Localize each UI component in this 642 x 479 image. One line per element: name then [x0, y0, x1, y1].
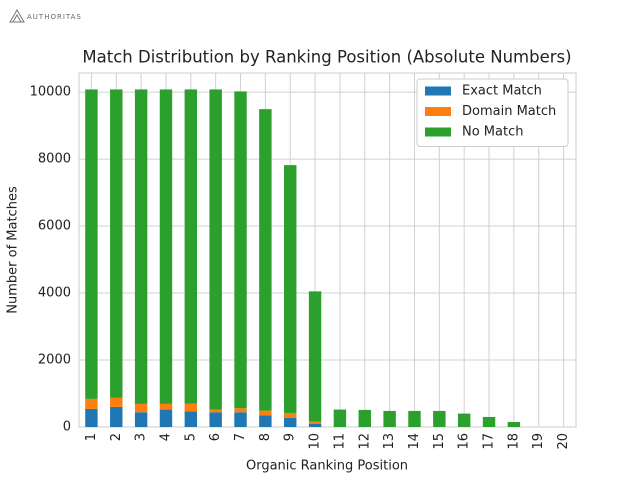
y-tick-label: 8000	[38, 152, 71, 167]
legend: Exact Match Domain Match No Match	[416, 78, 569, 147]
bar-segment	[259, 415, 272, 427]
legend-box	[416, 78, 569, 147]
x-tick-label: 7	[233, 433, 248, 441]
logo: AUTHORITAS	[9, 9, 82, 23]
bar-segment	[184, 89, 198, 404]
x-tick-label: 16	[457, 433, 472, 450]
y-tick-label: 6000	[38, 219, 71, 234]
bar-segment	[85, 408, 98, 427]
legend-label: No Match	[462, 125, 523, 140]
x-axis-label: Organic Ranking Position	[246, 459, 408, 474]
bar-segment	[110, 397, 123, 407]
plot-frame	[78, 72, 577, 428]
bar-segment	[209, 89, 222, 410]
x-tick-label: 3	[134, 433, 149, 441]
bar-segment	[259, 109, 272, 411]
bar-segment	[159, 403, 173, 410]
bar-segment	[308, 423, 322, 427]
bar-segment	[209, 412, 222, 427]
bar-segment	[308, 291, 322, 422]
legend-swatch	[425, 107, 451, 116]
bar-segment	[284, 412, 297, 418]
bar-segment	[507, 421, 521, 427]
bar-segment	[159, 89, 173, 404]
logo-text: AUTHORITAS	[27, 13, 82, 21]
x-tick-label: 20	[556, 433, 571, 450]
bar-segment	[333, 409, 347, 427]
bar-segment	[308, 421, 322, 424]
bar-segment	[159, 409, 173, 427]
legend-label: Exact Match	[462, 84, 542, 99]
x-tick-label: 12	[357, 433, 372, 450]
bar-segment	[284, 165, 297, 413]
bar-segment	[358, 409, 371, 427]
bar-segment	[134, 412, 148, 427]
x-tick-label: 6	[208, 433, 223, 441]
y-tick-label: 2000	[38, 353, 71, 368]
y-axis-label: Number of Matches	[6, 186, 21, 314]
bar-segment	[457, 413, 471, 427]
x-tick-label: 19	[531, 433, 546, 450]
x-tick-label: 17	[482, 433, 497, 450]
bar-segment	[110, 406, 123, 427]
legend-label: Domain Match	[462, 104, 556, 119]
x-tick-label: 14	[407, 433, 422, 450]
bar-segment	[134, 89, 148, 404]
bar-segment	[383, 410, 396, 427]
y-tick-label: 4000	[38, 286, 71, 301]
bar-segment	[259, 410, 272, 416]
legend-swatch	[425, 127, 451, 137]
bar-segment	[482, 416, 496, 427]
x-tick-label: 11	[332, 433, 347, 450]
bar-segment	[234, 408, 247, 413]
x-tick-label: 10	[308, 433, 323, 450]
bar-segment	[284, 417, 297, 427]
x-tick-label: 5	[183, 433, 198, 441]
bar-segment	[134, 403, 148, 413]
bar-segment	[209, 409, 222, 413]
logo-icon	[9, 9, 25, 23]
chart-title: Match Distribution by Ranking Position (…	[82, 48, 571, 67]
bar-segment	[85, 89, 98, 399]
bar-segment	[184, 403, 198, 412]
x-tick-label: 2	[109, 433, 124, 441]
bar-segment	[433, 410, 446, 427]
y-tick-label: 0	[63, 420, 71, 435]
x-tick-label: 18	[506, 433, 521, 450]
x-tick-label: 8	[258, 433, 273, 441]
bar-segment	[408, 410, 421, 427]
x-tick-label: 15	[432, 433, 447, 450]
x-tick-label: 4	[158, 433, 173, 441]
bar-segment	[234, 91, 247, 409]
bar-segment	[234, 412, 247, 427]
x-tick-label: 13	[382, 433, 397, 450]
bar-segment	[110, 89, 123, 398]
bar-segment	[85, 398, 98, 409]
y-tick-label: 10000	[30, 85, 71, 100]
x-tick-label: 9	[283, 433, 298, 441]
bar-segment	[184, 411, 198, 427]
legend-swatch	[425, 86, 451, 96]
x-tick-label: 1	[84, 433, 99, 441]
